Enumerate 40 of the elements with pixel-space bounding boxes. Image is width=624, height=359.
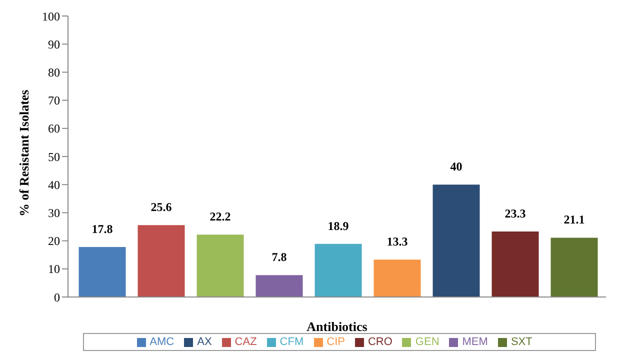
data-label: 23.3 — [504, 206, 526, 221]
data-label: 22.2 — [210, 210, 231, 224]
bar — [492, 232, 539, 297]
y-axis-title: % of Resistant Isolates — [16, 90, 32, 216]
legend-label: CFM — [280, 336, 304, 348]
y-tick-label: 40 — [48, 178, 60, 192]
data-label: 17.8 — [92, 222, 113, 236]
bar — [78, 246, 126, 297]
legend-label: GEN — [415, 336, 440, 348]
bar — [256, 275, 303, 297]
data-label: 21.1 — [564, 212, 585, 227]
y-tick-label: 20 — [48, 234, 60, 248]
y-tick-label: 30 — [48, 206, 60, 220]
y-tick-label: 50 — [48, 150, 60, 164]
legend-label: CRO — [368, 336, 392, 348]
data-label: 40 — [450, 160, 462, 174]
data-label: 7.8 — [272, 250, 287, 264]
legend-label: SXT — [510, 336, 532, 348]
bar — [432, 184, 480, 297]
y-tick-label: 10 — [48, 262, 60, 276]
data-label: 13.3 — [386, 234, 408, 249]
data-label: 25.6 — [150, 200, 172, 214]
bar — [196, 234, 244, 297]
bar — [138, 225, 185, 297]
y-tick-label: 80 — [48, 65, 60, 80]
data-label: 18.9 — [328, 218, 349, 233]
legend-label: AX — [197, 336, 212, 348]
bar — [550, 238, 598, 297]
x-axis-title: Antibiotics — [306, 319, 368, 334]
legend-label: CIP — [326, 336, 345, 348]
bar — [314, 244, 362, 297]
legend-label: AMC — [150, 336, 174, 348]
y-tick-label: 0 — [54, 290, 60, 304]
y-tick-label: 70 — [48, 94, 60, 108]
y-tick-label: 100 — [42, 9, 60, 24]
bar — [374, 260, 421, 297]
legend-label: MEM — [462, 336, 488, 348]
y-tick-label: 60 — [48, 122, 60, 136]
legend-label: CAZ — [234, 336, 257, 348]
y-tick-label: 90 — [48, 37, 60, 52]
